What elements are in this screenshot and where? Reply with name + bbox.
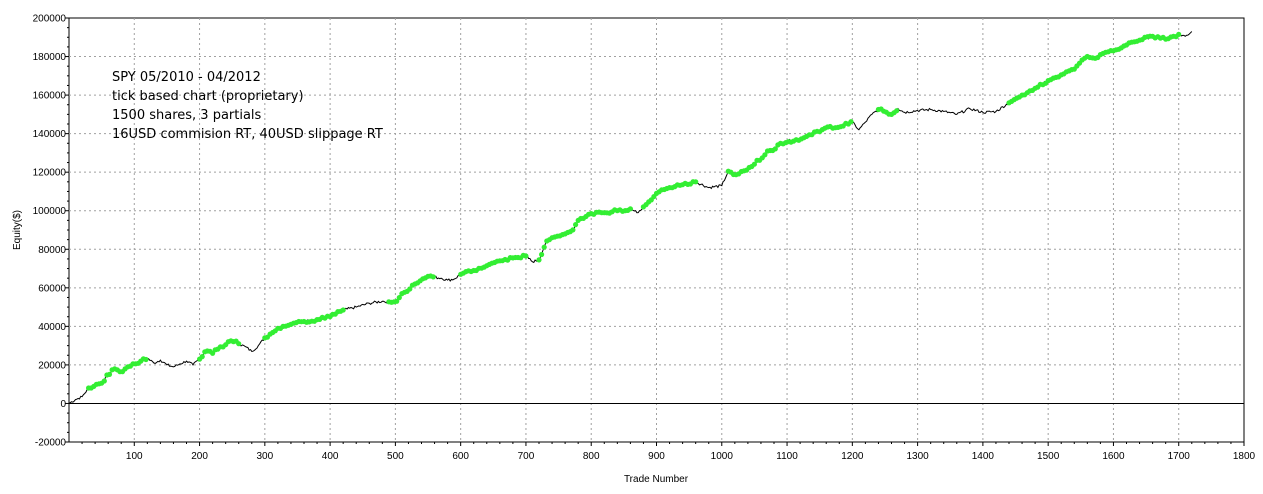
new-high-marker: [539, 251, 545, 258]
new-high-marker: [407, 286, 413, 292]
new-high-marker: [751, 161, 758, 167]
x-tick-label: 1600: [1102, 451, 1125, 462]
y-tick-label: 120000: [33, 168, 67, 179]
new-high-marker: [101, 378, 107, 384]
y-tick-label: 80000: [38, 245, 66, 256]
x-tick-label: 600: [452, 451, 469, 462]
y-tick-label: 100000: [33, 206, 67, 217]
x-ticks: 100 200 300 400 500 600 700 800 900 1000 1100 1200 1…: [81, 442, 1256, 462]
x-tick-label: 1100: [776, 451, 798, 462]
x-tick-label: 200: [191, 451, 208, 462]
new-high-marker: [199, 354, 205, 360]
y-ticks: -20000 0 20000 40000 60000 80000 100000 120000 1…: [33, 14, 69, 449]
new-high-marker: [396, 295, 402, 301]
x-tick-label: 1200: [841, 451, 864, 462]
new-high-marker: [536, 257, 542, 263]
y-tick-label: 0: [60, 399, 66, 410]
new-high-marker: [394, 298, 400, 304]
y-tick-label: 20000: [38, 360, 66, 371]
x-tick-label: 1500: [1037, 451, 1060, 462]
new-high-marker: [573, 222, 579, 228]
annotation-block: SPY 05/2010 - 04/2012 tick based chart (…: [112, 70, 383, 142]
x-tick-label: 400: [322, 451, 339, 462]
x-tick-label: 1000: [711, 451, 734, 462]
x-tick-label: 300: [256, 451, 273, 462]
x-tick-label: 700: [518, 451, 535, 462]
new-high-marker: [570, 227, 576, 233]
x-tick-label: 1800: [1233, 451, 1256, 462]
new-high-marker: [762, 152, 768, 158]
new-high-marker: [627, 206, 634, 212]
x-tick-label: 500: [387, 451, 404, 462]
y-tick-label: 200000: [33, 14, 67, 25]
y-tick-label: 40000: [38, 322, 66, 333]
y-tick-label: 60000: [38, 283, 66, 294]
new-high-marker: [1176, 31, 1182, 37]
new-high-marker: [848, 119, 854, 125]
new-high-marker: [430, 274, 436, 280]
x-tick-label: 1400: [972, 451, 995, 462]
annotation-line-3: 1500 shares, 3 partials: [112, 108, 262, 123]
annotation-line-1: SPY 05/2010 - 04/2012: [112, 70, 261, 85]
new-high-marker: [894, 108, 900, 114]
y-tick-label: -20000: [35, 438, 67, 449]
x-tick-label: 1300: [906, 451, 929, 462]
new-high-marker: [523, 253, 529, 259]
annotation-line-2: tick based chart (proprietary): [112, 89, 304, 104]
new-high-marker: [340, 307, 346, 313]
new-high-marker: [236, 341, 242, 347]
trade-markers: [86, 31, 1182, 391]
x-tick-label: 100: [126, 451, 143, 462]
annotation-line-4: 16USD commision RT, 40USD slippage RT: [112, 127, 383, 142]
y-tick-label: 180000: [33, 52, 67, 63]
new-high-marker: [143, 356, 149, 363]
new-high-marker: [693, 179, 699, 185]
y-axis-title: Equity($): [12, 210, 23, 250]
x-tick-label: 1700: [1168, 451, 1191, 462]
y-tick-label: 160000: [33, 91, 67, 102]
x-tick-label: 900: [648, 451, 665, 462]
new-high-marker: [541, 244, 547, 250]
x-tick-label: 800: [583, 451, 600, 462]
new-high-marker: [106, 371, 113, 377]
x-axis-title: Trade Number: [624, 474, 689, 485]
new-high-marker: [772, 146, 778, 152]
y-tick-label: 140000: [33, 129, 67, 140]
